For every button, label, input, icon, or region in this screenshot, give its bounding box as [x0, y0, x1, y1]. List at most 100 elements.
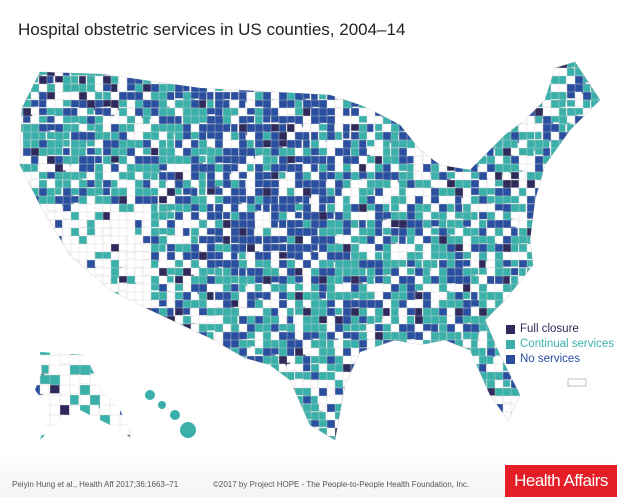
- county-cell: [470, 403, 481, 412]
- county-cell: [198, 395, 209, 404]
- county-cell: [598, 307, 600, 319]
- county-cell: [20, 371, 27, 380]
- county-cell: [254, 403, 266, 415]
- county-cell: [358, 75, 371, 88]
- county-cell: [286, 387, 295, 399]
- county-cell: [222, 91, 231, 100]
- county-cell: [46, 275, 58, 288]
- county-cell: [38, 267, 52, 278]
- county-cell: [454, 67, 465, 79]
- county-cell: [38, 251, 49, 260]
- county-cell: [462, 123, 471, 131]
- county-cell: [198, 267, 209, 277]
- county-cell: [206, 395, 217, 406]
- county-cell: [438, 411, 451, 420]
- county-cell: [22, 275, 33, 287]
- county-cell: [598, 427, 600, 440]
- county-cell: [438, 323, 448, 333]
- county-cell: [550, 291, 562, 303]
- county-cell: [246, 403, 256, 415]
- county-cell: [526, 283, 540, 294]
- county-cell: [142, 347, 152, 358]
- county-cell: [566, 411, 574, 423]
- county-cell: [254, 195, 264, 206]
- county-cell: [20, 115, 24, 124]
- county-cell: [526, 307, 537, 316]
- county-cell: [86, 307, 100, 316]
- county-cell: [86, 331, 96, 344]
- county-cell: [342, 427, 353, 437]
- county-cell: [502, 67, 515, 77]
- county-cell: [486, 62, 500, 70]
- county-cell: [478, 267, 488, 275]
- county-cell: [182, 379, 195, 387]
- county-cell: [54, 291, 63, 303]
- county-cell: [470, 75, 479, 84]
- county-cell: [374, 363, 385, 372]
- county-cell: [59, 414, 71, 425]
- county-cell: [99, 384, 112, 396]
- county-cell: [206, 371, 220, 383]
- county-cell: [422, 435, 432, 440]
- county-cell: [526, 91, 534, 103]
- county-cell: [54, 267, 66, 278]
- county-cell: [70, 195, 80, 203]
- county-cell: [214, 187, 223, 196]
- county-cell: [598, 411, 600, 421]
- county-cell: [542, 283, 555, 291]
- county-cell: [20, 195, 26, 203]
- county-cell: [302, 67, 314, 80]
- county-cell: [526, 395, 538, 406]
- county-cell: [350, 379, 363, 387]
- county-cell: [190, 379, 203, 391]
- county-cell: [102, 339, 116, 349]
- county-cell: [590, 283, 600, 295]
- county-cell: [462, 331, 472, 340]
- county-cell: [286, 315, 294, 325]
- county-cell: [478, 435, 492, 440]
- county-cell: [118, 299, 131, 307]
- county-cell: [558, 283, 568, 296]
- county-cell: [366, 331, 376, 340]
- county-cell: [262, 419, 271, 428]
- county-cell: [542, 387, 552, 398]
- county-cell: [542, 235, 552, 244]
- county-cell: [214, 235, 225, 243]
- county-cell: [406, 379, 416, 391]
- county-cell: [534, 62, 548, 70]
- county-cell: [558, 435, 571, 440]
- county-cell: [366, 171, 375, 180]
- county-cell: [358, 315, 368, 324]
- county-cell: [462, 315, 472, 324]
- county-cell: [358, 139, 367, 149]
- county-cell: [566, 403, 577, 414]
- county-cell: [590, 275, 600, 287]
- county-cell: [558, 243, 567, 253]
- county-cell: [430, 379, 441, 389]
- county-cell: [174, 203, 183, 212]
- county-cell: [446, 107, 460, 119]
- county-cell: [478, 411, 492, 421]
- county-cell: [62, 291, 75, 304]
- county-cell: [558, 227, 567, 239]
- county-cell: [542, 379, 553, 388]
- county-cell: [534, 411, 543, 422]
- county-cell: [310, 251, 319, 261]
- county-cell: [566, 291, 575, 301]
- county-cell: [238, 379, 252, 387]
- county-cell: [294, 259, 304, 269]
- county-cell: [310, 62, 323, 68]
- county-cell: [22, 62, 32, 69]
- county-cell: [398, 379, 410, 390]
- county-cell: [318, 251, 328, 260]
- county-cell: [590, 427, 600, 439]
- county-cell: [446, 99, 458, 111]
- county-cell: [510, 259, 519, 267]
- county-cell: [334, 267, 343, 277]
- county-cell: [302, 123, 311, 131]
- county-cell: [542, 187, 550, 199]
- county-cell: [542, 62, 554, 68]
- county-cell: [30, 99, 39, 107]
- county-cell: [438, 427, 446, 440]
- county-cell: [246, 371, 256, 382]
